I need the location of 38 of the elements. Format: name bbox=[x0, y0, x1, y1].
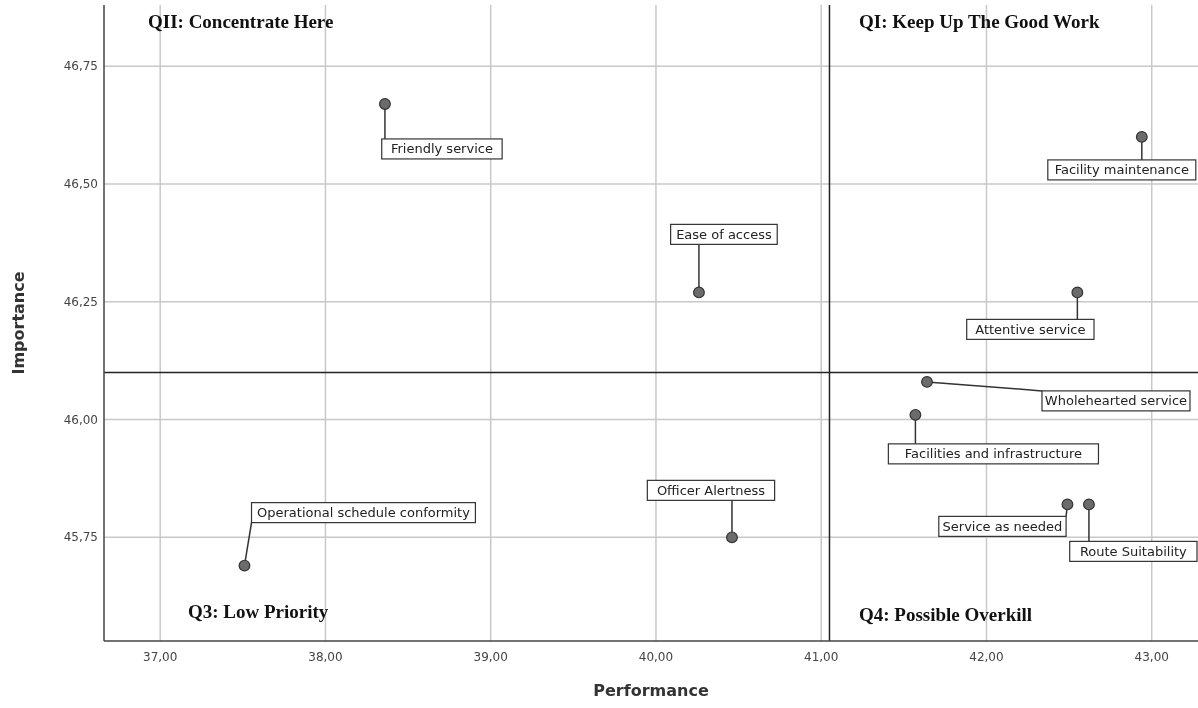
point bbox=[1135, 130, 1148, 143]
point bbox=[1071, 286, 1084, 299]
x-tick-label: 41,00 bbox=[804, 650, 839, 664]
x-tick-label: 43,00 bbox=[1134, 650, 1169, 664]
y-axis-title: Importance bbox=[9, 271, 28, 375]
point bbox=[692, 286, 705, 299]
x-tick-label: 42,00 bbox=[969, 650, 1004, 664]
annotation: Q3: Low Priority bbox=[188, 601, 329, 622]
x-tick-label: 39,00 bbox=[473, 650, 508, 664]
annotation: QI: Keep Up The Good Work bbox=[859, 11, 1100, 32]
annotation: Wholehearted service bbox=[1044, 393, 1188, 409]
annotation: Route Suitability bbox=[1079, 543, 1188, 559]
point bbox=[378, 97, 391, 110]
annotation: Operational schedule conformity bbox=[257, 505, 471, 521]
point bbox=[1061, 498, 1074, 511]
x-tick-label: 37,00 bbox=[143, 650, 178, 664]
y-tick-label: 46,25 bbox=[63, 294, 98, 309]
annotation: Q4: Possible Overkill bbox=[859, 604, 1033, 625]
annotation: Facility maintenance bbox=[1054, 162, 1189, 178]
annotation: Officer Alertness bbox=[656, 482, 766, 498]
point bbox=[909, 408, 922, 421]
y-tick-label: 46,00 bbox=[63, 412, 98, 427]
annotation: Service as needed bbox=[942, 518, 1063, 534]
annotation: QII: Concentrate Here bbox=[148, 11, 334, 32]
point bbox=[921, 375, 933, 388]
annotation: Ease of access bbox=[676, 226, 772, 242]
annotation: Friendly service bbox=[390, 141, 493, 157]
y-tick-label: 46,50 bbox=[63, 177, 98, 192]
x-tick-label: 38,00 bbox=[308, 650, 343, 664]
x-tick-label: 40,00 bbox=[638, 650, 674, 664]
y-tick-label: 46,75 bbox=[63, 59, 98, 74]
point bbox=[1082, 498, 1095, 511]
annotation: Attentive service bbox=[975, 321, 1086, 337]
point bbox=[238, 559, 251, 572]
x-axis-title: Performance bbox=[593, 681, 709, 700]
y-tick-label: 45,75 bbox=[63, 530, 98, 545]
point bbox=[726, 531, 738, 544]
annotation: Facilities and infrastructure bbox=[904, 446, 1082, 462]
